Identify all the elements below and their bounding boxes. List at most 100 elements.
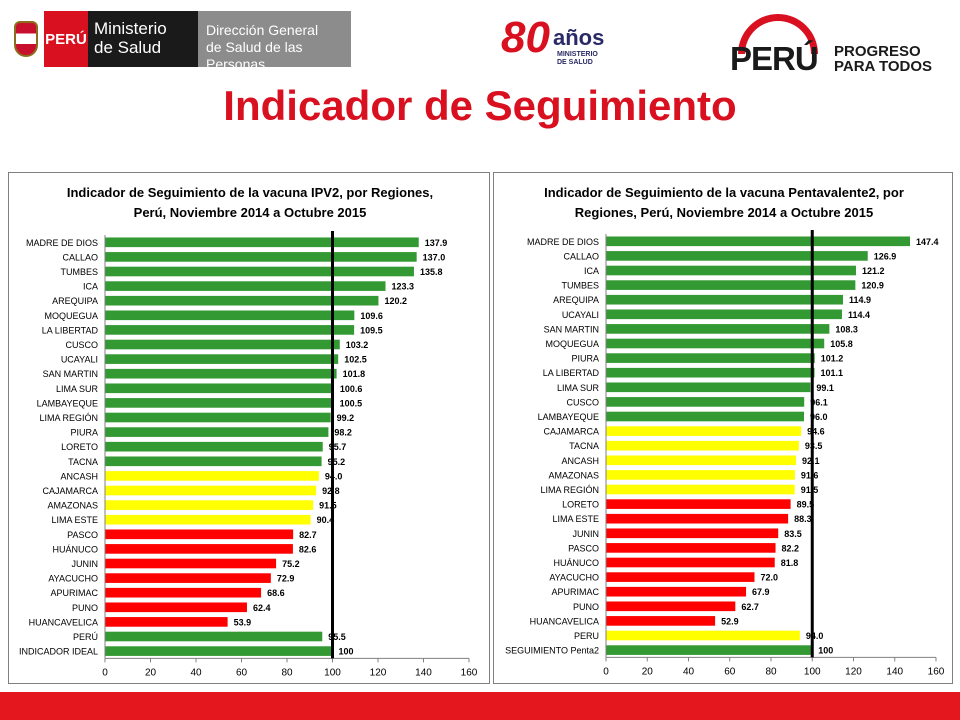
bar <box>606 586 747 597</box>
page-title: Indicador de Seguimiento <box>223 82 737 129</box>
data-label: 91.5 <box>801 485 819 495</box>
bar <box>606 324 830 334</box>
aniversario-sub: MINISTERIO DE SALUD <box>557 51 598 67</box>
data-label: 121.2 <box>862 266 885 276</box>
data-label: 91.6 <box>801 470 819 480</box>
data-label: 52.9 <box>721 616 739 626</box>
peru-slogan: PROGRESO PARA TODOS <box>834 44 932 74</box>
category-label: LAMBAYEQUE <box>538 412 599 422</box>
direccion-line1: Dirección General <box>206 22 319 38</box>
bar <box>105 587 262 598</box>
category-label: CAJAMARCA <box>543 427 599 437</box>
bar <box>606 426 802 436</box>
bar <box>606 645 813 655</box>
data-label: 100.6 <box>340 384 363 394</box>
data-label: 101.1 <box>821 368 844 378</box>
data-label: 95.5 <box>328 632 346 642</box>
bar <box>105 558 277 569</box>
data-label: 123.3 <box>392 282 415 292</box>
bar <box>606 484 795 495</box>
peru-progreso-logo: PERÚ PROGRESO PARA TODOS <box>730 14 945 77</box>
chart-title-line2: Regiones, Perú, Noviembre 2014 a Octubre… <box>575 205 873 220</box>
data-label: 120.2 <box>384 296 407 306</box>
category-label: CUSCO <box>65 340 98 350</box>
bar <box>105 295 379 306</box>
x-tick-label: 120 <box>845 666 862 677</box>
data-label: 82.7 <box>299 530 317 540</box>
category-label: CUSCO <box>566 397 599 407</box>
category-label: ICA <box>83 282 98 292</box>
bar <box>606 616 716 626</box>
category-label: JUNIN <box>72 559 99 569</box>
chart-pentavalente2-svg: Indicador de Seguimiento de la vacuna Pe… <box>505 185 945 677</box>
peru-word: PERÚ <box>730 40 819 77</box>
data-label: 72.0 <box>761 573 779 583</box>
category-label: PUNO <box>72 603 98 613</box>
data-label: 72.9 <box>277 574 295 584</box>
data-label: 89.5 <box>797 500 815 510</box>
category-label: TUMBES <box>60 267 98 277</box>
bar <box>606 528 779 539</box>
x-tick-label: 100 <box>804 666 821 677</box>
data-label: 82.6 <box>299 544 317 554</box>
category-label: LIMA REGIÓN <box>39 413 98 423</box>
x-tick-label: 20 <box>145 667 157 678</box>
data-label: 137.9 <box>425 238 448 248</box>
data-label: 100 <box>818 646 833 656</box>
bar <box>105 441 323 452</box>
data-label: 100.5 <box>340 398 363 408</box>
data-label: 109.6 <box>360 311 383 321</box>
category-label: CAJAMARCA <box>42 486 98 496</box>
data-label: 68.6 <box>267 588 285 598</box>
bar <box>606 338 825 349</box>
bar <box>105 544 293 554</box>
aniversario-logo: 80 años MINISTERIO DE SALUD <box>495 13 615 71</box>
minsa-name: Ministerio de Salud <box>88 11 198 67</box>
category-label: AMAZONAS <box>548 470 599 480</box>
category-label: LIMA ESTE <box>51 515 98 525</box>
x-tick-label: 140 <box>886 666 903 677</box>
bar <box>105 485 317 496</box>
bar <box>105 646 333 656</box>
bar <box>606 572 755 582</box>
minsa-name-line2: de Salud <box>94 38 162 57</box>
bar <box>105 368 337 379</box>
data-label: 147.4 <box>916 237 939 247</box>
bar <box>606 280 856 290</box>
aniversario-sub2: DE SALUD <box>557 59 593 66</box>
bar <box>105 529 294 540</box>
data-label: 114.9 <box>849 295 871 305</box>
data-label: 62.7 <box>741 602 759 612</box>
category-label: AMAZONAS <box>47 501 98 511</box>
chart-title-line1: Indicador de Seguimiento de la vacuna Pe… <box>544 185 904 200</box>
data-label: 137.0 <box>423 252 446 262</box>
data-label: 135.8 <box>420 267 443 277</box>
direccion-line2: de Salud de las Personas <box>206 39 303 72</box>
data-label: 88.3 <box>794 514 812 524</box>
x-tick-label: 160 <box>461 667 478 678</box>
category-label: ANCASH <box>60 471 98 481</box>
bar <box>606 411 804 422</box>
category-label: PIURA <box>571 354 599 364</box>
bar <box>105 514 311 525</box>
category-label: HUÁNUCO <box>52 544 98 554</box>
category-label: LA LIBERTAD <box>543 368 600 378</box>
category-label: AREQUIPA <box>553 295 599 305</box>
bar <box>606 294 843 305</box>
data-label: 105.8 <box>830 339 853 349</box>
chart-title-line1: Indicador de Seguimiento de la vacuna IP… <box>67 185 433 200</box>
x-tick-label: 40 <box>683 666 695 677</box>
bar <box>606 251 868 261</box>
x-tick-label: 80 <box>281 667 293 678</box>
minsa-peru-label: PERÚ <box>44 11 88 67</box>
category-label: LIMA SUR <box>56 384 99 394</box>
data-label: 102.5 <box>344 355 367 365</box>
category-label: TACNA <box>68 457 98 467</box>
bar <box>105 617 228 627</box>
category-label: AYACUCHO <box>48 574 98 584</box>
bar <box>606 557 775 568</box>
bar <box>105 398 334 408</box>
bar <box>105 412 331 423</box>
bar <box>105 631 323 642</box>
bar <box>606 367 815 378</box>
